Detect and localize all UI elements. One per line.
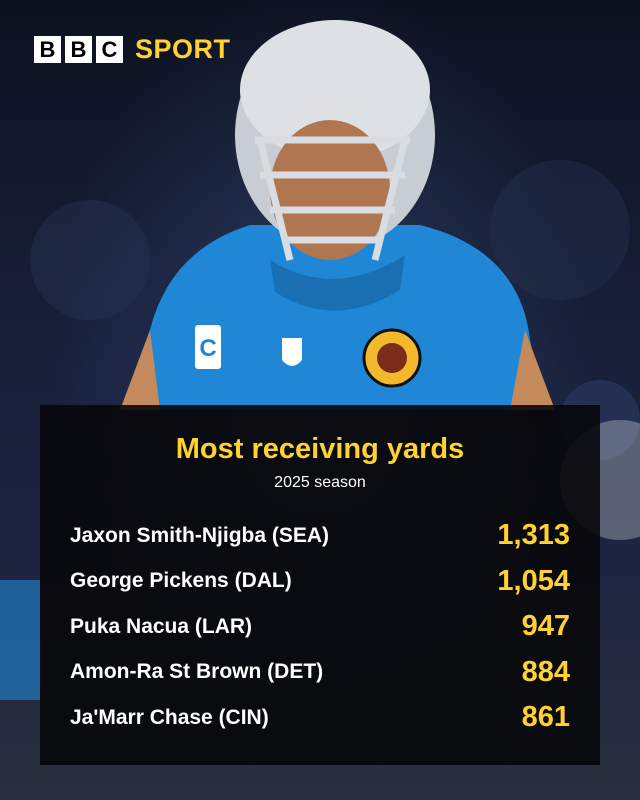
bbc-logo-letter: B bbox=[34, 35, 61, 63]
leader-row: Puka Nacua (LAR) 947 bbox=[70, 604, 570, 650]
leader-row: Jaxon Smith-Njigba (SEA) 1,313 bbox=[70, 513, 570, 559]
yards-value: 884 bbox=[521, 655, 570, 688]
yards-value: 861 bbox=[521, 701, 570, 734]
panel-subtitle: 2025 season bbox=[274, 474, 366, 491]
leader-row: Ja'Marr Chase (CIN) 861 bbox=[70, 695, 570, 741]
player-name: Jaxon Smith-Njigba (SEA) bbox=[70, 523, 330, 547]
panel-title: Most receiving yards bbox=[175, 433, 465, 465]
yards-value: 1,054 bbox=[497, 564, 570, 597]
bbc-logo-letter: B bbox=[65, 35, 92, 63]
player-name: George Pickens (DAL) bbox=[70, 569, 292, 593]
player-name: Puka Nacua (LAR) bbox=[70, 614, 253, 638]
sport-wordmark: SPORT bbox=[135, 34, 231, 64]
yards-value: 1,313 bbox=[497, 519, 570, 552]
player-name: Amon-Ra St Brown (DET) bbox=[70, 660, 324, 684]
stats-panel: Most receiving yards 2025 season Jaxon S… bbox=[40, 405, 600, 765]
player-name: Ja'Marr Chase (CIN) bbox=[70, 705, 269, 729]
leader-row: George Pickens (DAL) 1,054 bbox=[70, 559, 570, 605]
bbc-logo-letter: C bbox=[96, 35, 123, 63]
leader-row: Amon-Ra St Brown (DET) 884 bbox=[70, 650, 570, 696]
svg-text:C: C bbox=[199, 335, 216, 362]
yards-value: 947 bbox=[521, 610, 570, 643]
leaders-list: Jaxon Smith-Njigba (SEA) 1,313 George Pi… bbox=[70, 513, 570, 741]
bbc-sport-logo: B B C SPORT bbox=[34, 34, 231, 64]
